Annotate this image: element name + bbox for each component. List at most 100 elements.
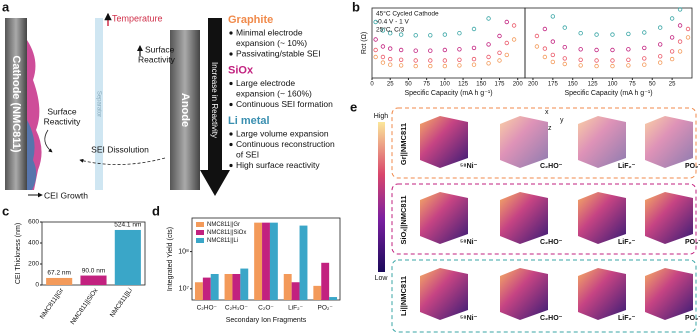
bar xyxy=(269,222,278,300)
point xyxy=(677,7,683,12)
point xyxy=(610,32,615,37)
sei-dissolution-arrow xyxy=(79,157,166,165)
point xyxy=(457,47,462,52)
y-tick-label: 10⁸ xyxy=(178,248,189,255)
point xyxy=(471,26,477,32)
x-tick-label: 50 xyxy=(649,82,656,88)
bar xyxy=(80,275,107,285)
x-tick-label: NMC811||Li xyxy=(109,287,134,319)
tof-sims-render xyxy=(500,268,548,320)
x-axis-label: Specific Capacity (mA h g⁻¹) xyxy=(564,90,652,97)
bar xyxy=(240,268,249,300)
point xyxy=(388,31,393,36)
tof-sims-render xyxy=(420,116,468,168)
annotation: 45°C Cycled Cathode xyxy=(376,10,439,18)
point xyxy=(373,54,378,60)
fragment-label: LiF₂⁻ xyxy=(618,163,636,170)
point xyxy=(373,19,378,25)
legend-label: NMC811||Li xyxy=(207,238,238,244)
point xyxy=(380,44,386,49)
legend-swatch xyxy=(196,230,204,235)
point xyxy=(677,39,683,44)
cathode-block xyxy=(5,18,27,190)
bar xyxy=(114,229,141,285)
separator-block xyxy=(95,18,103,190)
cei-label: CEI Growth xyxy=(44,190,88,200)
point xyxy=(398,63,404,68)
point xyxy=(550,52,556,58)
material-name: SiOx xyxy=(228,64,254,76)
panel-label: b xyxy=(352,0,360,14)
row-frame xyxy=(391,107,697,179)
point xyxy=(373,37,378,42)
x-tick-label: 75 xyxy=(423,82,430,88)
legend-swatch xyxy=(196,222,204,227)
fragment-label: ⁵⁸Ni⁻ xyxy=(460,239,478,246)
x-tick-label: C₂O⁻ xyxy=(258,305,274,312)
point xyxy=(562,61,567,67)
point xyxy=(388,56,393,62)
x-tick-label: C₂H₃O⁻ xyxy=(225,305,249,312)
bullet-text: High surface reactivity xyxy=(236,160,320,170)
tof-sims-render xyxy=(645,268,693,320)
bar xyxy=(210,273,219,300)
point xyxy=(677,49,683,54)
point xyxy=(497,33,502,39)
point xyxy=(578,63,583,68)
bullet xyxy=(229,142,233,147)
point xyxy=(677,23,683,28)
point xyxy=(471,56,477,62)
anode-label: Anode xyxy=(179,93,191,127)
point xyxy=(626,47,631,52)
bullet xyxy=(229,163,233,168)
point xyxy=(669,16,675,21)
point xyxy=(413,63,418,69)
y-axis-label: Rct (Ω) xyxy=(361,32,368,54)
point xyxy=(442,63,448,69)
row-frame xyxy=(391,259,697,333)
point xyxy=(428,63,433,69)
y-axis-label: CEI Thickness (nm) xyxy=(15,223,22,284)
point xyxy=(504,19,509,25)
point xyxy=(626,31,631,37)
bullet xyxy=(229,52,233,56)
point xyxy=(685,35,691,40)
x-tick-label: 75 xyxy=(629,82,636,88)
point xyxy=(562,25,567,30)
y-tick-label: 200 xyxy=(28,261,39,268)
fragment-label: PO₂⁻ xyxy=(685,239,700,246)
reactivity-label: Surface xyxy=(145,44,175,54)
point xyxy=(486,61,491,66)
bar xyxy=(194,282,203,300)
bullet-text: Large electrode xyxy=(236,78,295,88)
reactivity-arrow xyxy=(200,18,230,196)
tof-sims-render xyxy=(420,268,468,320)
bar xyxy=(254,222,263,300)
point xyxy=(685,26,691,32)
point xyxy=(610,47,615,53)
bullet-text: expansion (~ 160%) xyxy=(236,88,312,98)
bar xyxy=(321,262,330,300)
point xyxy=(562,56,567,61)
x-tick-label: 200 xyxy=(528,82,539,88)
bullet-text: Continuous reconstruction xyxy=(236,139,335,149)
temperature-label: Temperature xyxy=(112,13,163,23)
colorbar-label: Low xyxy=(375,275,389,282)
x-tick-label: 100 xyxy=(607,82,618,88)
row-label: SiOₓ||NMC811 xyxy=(399,195,408,244)
x-axis-label: Secondary Ion Fragments xyxy=(226,317,307,324)
point xyxy=(380,60,386,65)
row-frame xyxy=(391,183,697,255)
point xyxy=(428,58,433,63)
point xyxy=(534,33,540,39)
reactivity-label: Reactivity xyxy=(44,116,82,126)
bullet-text: Minimal electrode xyxy=(236,27,303,37)
increase-label: Increase in Reactivity xyxy=(210,62,219,138)
material-name: Li metal xyxy=(228,115,270,127)
fragment-label: PO₂⁻ xyxy=(685,163,700,170)
fragment-label: PO₂⁻ xyxy=(685,315,700,322)
point xyxy=(442,47,448,53)
point xyxy=(380,54,386,60)
cathode-reactivity-arrow xyxy=(44,129,53,153)
y-tick-label: 10⁷ xyxy=(179,286,190,293)
